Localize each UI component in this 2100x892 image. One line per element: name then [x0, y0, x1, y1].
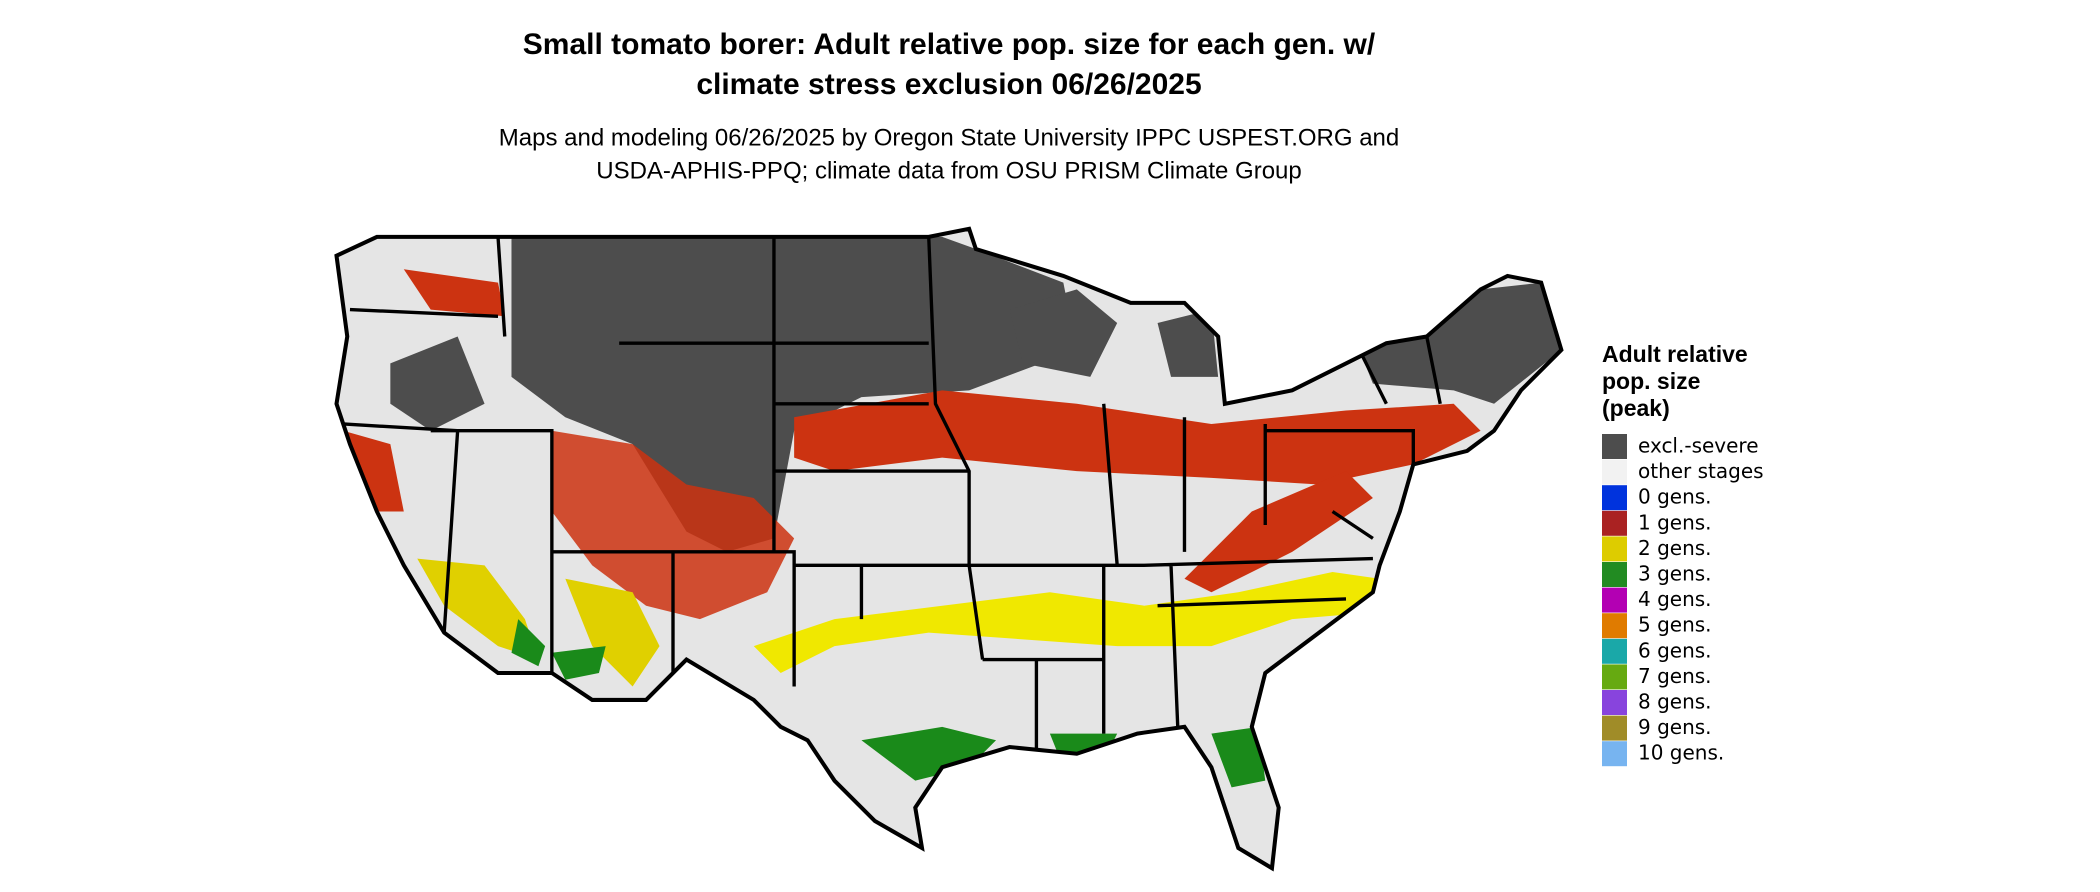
legend-label: 0 gens.	[1638, 485, 1712, 509]
legend-label: 10 gens.	[1638, 741, 1724, 765]
border	[334, 226, 1564, 872]
zones	[343, 236, 1562, 788]
legend-swatch	[1602, 587, 1627, 613]
legend-label: 8 gens.	[1638, 690, 1712, 714]
one-gen-zone	[343, 269, 505, 512]
legend-swatch	[1602, 562, 1627, 587]
three-gen-zone	[511, 619, 1266, 788]
legend-title: pop. size	[1602, 368, 1700, 394]
state-lines	[343, 236, 1442, 754]
us-map	[334, 226, 1564, 872]
legend-swatch	[1602, 690, 1627, 715]
two-gen-zone	[417, 558, 660, 687]
legend-swatch	[1602, 715, 1627, 741]
legend-swatch	[1602, 536, 1627, 562]
legend-swatch	[1602, 510, 1627, 536]
legend-swatch	[1602, 485, 1627, 511]
legend-label: 1 gens.	[1638, 510, 1712, 534]
legend-swatch	[1602, 741, 1627, 767]
excl-zone	[1359, 282, 1562, 404]
excl-zone	[1009, 289, 1219, 377]
legend-swatch	[1602, 613, 1627, 639]
legend-label: 7 gens.	[1638, 664, 1712, 688]
legend-label: 2 gens.	[1638, 536, 1712, 560]
title: climate stress exclusion 06/26/2025	[696, 68, 1201, 101]
legend-title: (peak)	[1602, 395, 1670, 421]
legend-swatch	[1602, 664, 1627, 690]
legend-label: 5 gens.	[1638, 613, 1712, 637]
one-gen-zone	[794, 390, 1481, 485]
subtitle: USDA-APHIS-PPQ; climate data from OSU PR…	[596, 157, 1302, 184]
legend-label: excl.-severe	[1638, 434, 1759, 458]
legend-swatch	[1602, 434, 1627, 459]
two-gen-zone	[753, 572, 1380, 673]
legend-swatch	[1602, 638, 1627, 664]
legend-label: 3 gens.	[1638, 562, 1712, 586]
legend-title: Adult relative	[1602, 341, 1748, 367]
legend-swatch	[1602, 459, 1627, 485]
legend-label: 4 gens.	[1638, 587, 1712, 611]
excl-zone	[390, 336, 485, 431]
legend-label: other stages	[1638, 459, 1764, 483]
title: Small tomato borer: Adult relative pop. …	[523, 28, 1376, 61]
legend-label: 6 gens.	[1638, 638, 1712, 662]
subtitle: Maps and modeling 06/26/2025 by Oregon S…	[499, 124, 1399, 151]
legend-label: 9 gens.	[1638, 715, 1712, 739]
one-gen-zone	[551, 430, 795, 620]
